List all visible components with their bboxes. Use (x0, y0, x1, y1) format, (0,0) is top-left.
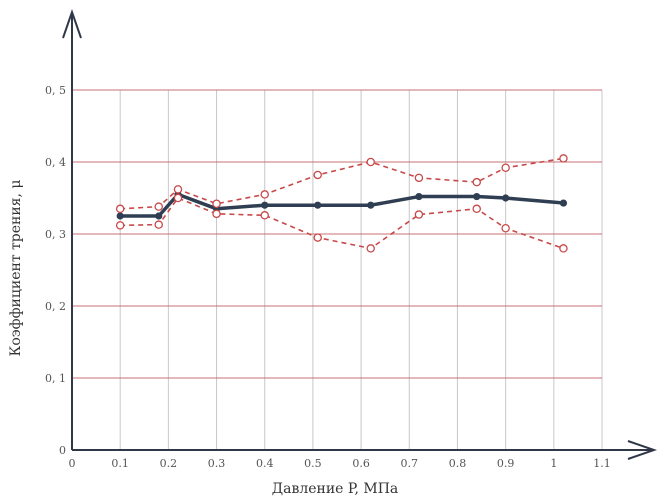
x-tick-label: 0 (69, 457, 76, 470)
x-tick-label: 1.1 (593, 457, 611, 470)
grid (72, 89, 603, 450)
data-point-mean (502, 194, 510, 202)
data-point-mean (559, 199, 568, 207)
x-tick-label: 0.7 (401, 457, 419, 470)
y-tick-label: 0, 2 (45, 300, 66, 313)
axes (62, 8, 658, 460)
y-tick-label: 0, 4 (45, 156, 66, 169)
data-point-lower (173, 193, 183, 203)
x-tick-label: 0.4 (256, 457, 274, 470)
data-point-mean (473, 192, 481, 201)
data-point-upper (154, 202, 163, 211)
data-point-lower (472, 204, 481, 214)
tick-labels: 0 0.1 0.2 0.3 0.4 0.5 0.6 0.7 0.8 0.9 1 1.1 0 0, 1 0, … (45, 84, 611, 470)
data-point-upper (115, 204, 125, 214)
y-tick-label: 0, 1 (45, 372, 66, 385)
x-tick-label: 0.5 (304, 457, 322, 470)
data-point-upper (212, 199, 221, 209)
x-tick-label: 0.6 (352, 457, 370, 470)
data-point-upper (501, 163, 510, 173)
y-axis-title: Коэффициент трения, μ (8, 180, 24, 357)
data-point-upper (260, 190, 269, 199)
series (115, 154, 568, 253)
data-point-lower (154, 220, 163, 229)
x-tick-label: 0.1 (111, 457, 129, 470)
data-point-upper (366, 157, 375, 167)
x-tick-label: 0.2 (160, 457, 178, 470)
y-tick-label: 0, 5 (45, 84, 66, 97)
data-point-mean (116, 212, 124, 220)
data-point-lower (414, 210, 424, 219)
data-point-mean (261, 201, 269, 209)
data-point-lower (212, 209, 221, 219)
x-tick-label: 0.8 (449, 457, 467, 470)
data-point-upper (472, 177, 481, 187)
y-tick-label: 0 (59, 444, 66, 457)
data-point-upper (313, 170, 322, 180)
data-point-mean (314, 201, 322, 209)
data-point-lower (501, 223, 510, 233)
x-tick-label: 0.3 (208, 457, 226, 470)
data-point-lower (115, 221, 125, 230)
data-point-upper (173, 185, 183, 194)
x-tick-label: 0.9 (497, 457, 515, 470)
y-tick-label: 0, 3 (45, 228, 66, 241)
data-point-upper (414, 173, 424, 183)
data-point-mean (367, 201, 375, 209)
data-point-upper (559, 154, 568, 163)
data-point-mean (415, 192, 423, 201)
data-point-lower (559, 244, 568, 253)
x-axis-arrow (627, 440, 658, 460)
x-axis-title: Давление P, МПа (272, 481, 399, 497)
y-axis-arrow (62, 8, 82, 39)
data-point-lower (366, 244, 375, 253)
x-tick-label: 1 (550, 457, 557, 470)
data-point-lower (313, 233, 322, 242)
data-point-mean (155, 212, 163, 220)
data-point-lower (260, 211, 269, 220)
